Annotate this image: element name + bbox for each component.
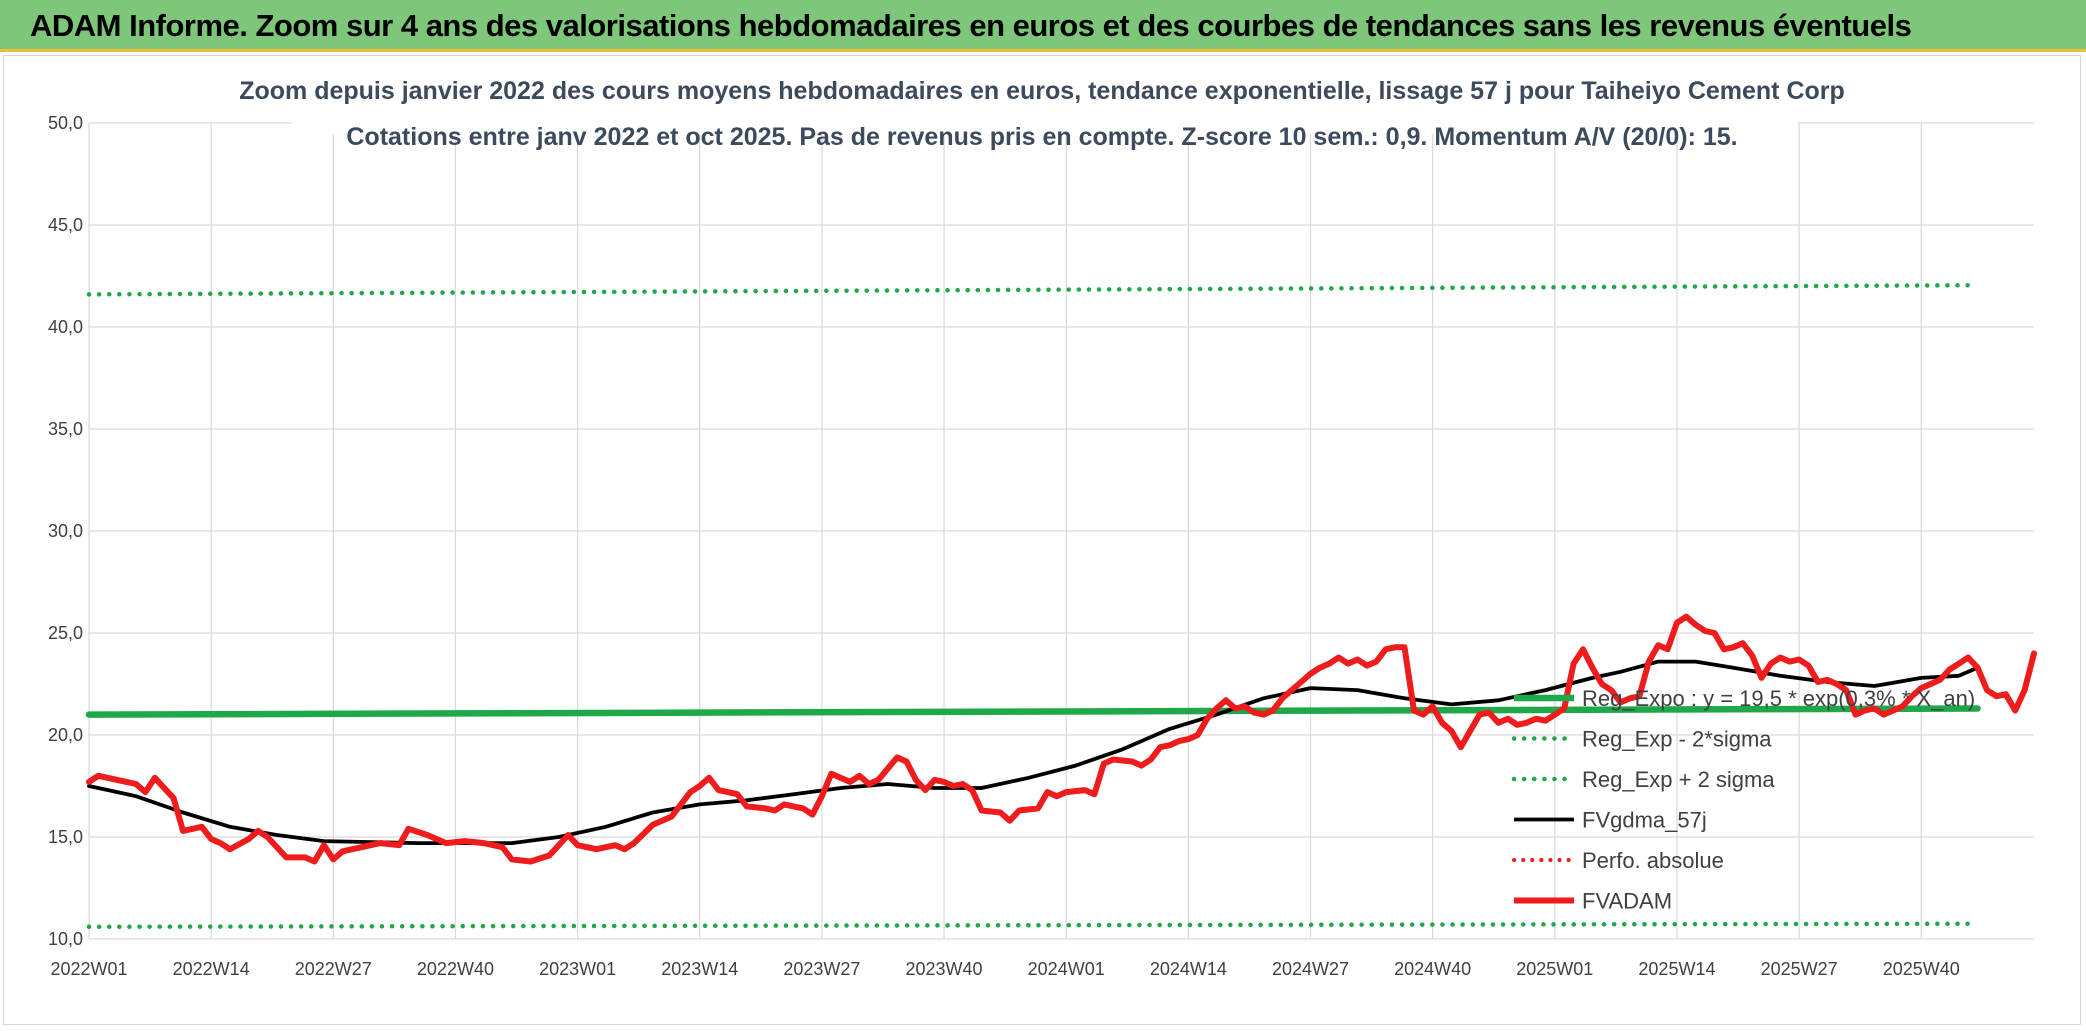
y-axis-labels: 10,0 15,0 20,0 25,0 30,0 35,0 40,0 45,0 50,0: [48, 113, 83, 949]
legend-label: Reg_Expo : y = 19,5 * exp(0,3% * X_an): [1582, 686, 1975, 711]
y-tick-label: 15,0: [48, 827, 83, 847]
y-tick-label: 25,0: [48, 623, 83, 643]
series-line-2: [86, 282, 1980, 297]
series-line-5: [86, 613, 2037, 865]
x-tick-label: 2024W40: [1394, 959, 1471, 979]
x-tick-label: 2024W01: [1028, 959, 1105, 979]
series-layer: [85, 282, 2037, 930]
chart-plot: 10,0 15,0 20,0 25,0 30,0 35,0 40,0 45,0 50,0 202…: [48, 64, 2037, 979]
x-tick-label: 2023W27: [783, 959, 860, 979]
y-tick-label: 35,0: [48, 419, 83, 439]
series-line-1: [86, 921, 1980, 930]
y-tick-label: 45,0: [48, 215, 83, 235]
chart-subtitle: Cotations entre janv 2022 et oct 2025. P…: [346, 123, 1737, 151]
grid-lines: [88, 122, 2034, 940]
legend-label: FVADAM: [1582, 889, 1672, 914]
legend-label: Reg_Exp - 2*sigma: [1582, 727, 1772, 752]
y-tick-label: 50,0: [48, 113, 83, 133]
x-tick-label: 2025W40: [1883, 959, 1960, 979]
x-tick-label: 2022W14: [173, 959, 250, 979]
legend-label: Perfo. absolue: [1582, 848, 1724, 873]
series-line-0: [85, 705, 1981, 718]
x-tick-label: 2023W40: [906, 959, 983, 979]
chart-frame: 10,0 15,0 20,0 25,0 30,0 35,0 40,0 45,0 50,0 202…: [3, 55, 2081, 1025]
legend-label: FVgdma_57j: [1582, 808, 1707, 833]
report-banner: ADAM Informe. Zoom sur 4 ans des valoris…: [0, 0, 2086, 52]
series-line-3: [87, 659, 1980, 845]
chart-legend: Reg_Expo : y = 19,5 * exp(0,3% * X_an) Re…: [1511, 686, 1975, 914]
banner-title: ADAM Informe. Zoom sur 4 ans des valoris…: [30, 8, 1912, 43]
x-tick-label: 2025W14: [1638, 959, 1715, 979]
y-tick-label: 10,0: [48, 929, 83, 949]
x-tick-label: 2022W01: [50, 959, 127, 979]
x-tick-label: 2025W27: [1761, 959, 1838, 979]
x-tick-label: 2022W40: [417, 959, 494, 979]
legend-label: Reg_Exp + 2 sigma: [1582, 767, 1775, 792]
x-axis-labels: 2022W01 2022W14 2022W27 2022W40 2023W01 2023W…: [50, 959, 1959, 979]
x-tick-label: 2024W27: [1272, 959, 1349, 979]
x-tick-label: 2023W01: [539, 959, 616, 979]
x-tick-label: 2025W01: [1516, 959, 1593, 979]
y-tick-label: 20,0: [48, 725, 83, 745]
x-tick-label: 2023W14: [661, 959, 738, 979]
x-tick-label: 2022W27: [295, 959, 372, 979]
y-tick-label: 40,0: [48, 317, 83, 337]
y-tick-label: 30,0: [48, 521, 83, 541]
title-background: [292, 64, 1798, 134]
x-tick-label: 2024W14: [1150, 959, 1227, 979]
chart-title: Zoom depuis janvier 2022 des cours moyen…: [239, 77, 1845, 105]
